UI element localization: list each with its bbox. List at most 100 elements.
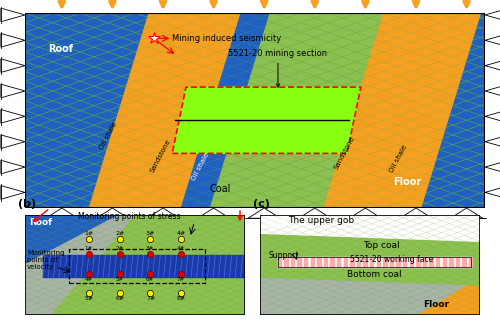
Text: 7#: 7# (146, 296, 155, 301)
Polygon shape (108, 13, 430, 208)
Polygon shape (46, 208, 78, 218)
Text: Bottom coal: Bottom coal (347, 270, 402, 279)
Bar (430, 257, 432, 267)
Bar (376, 257, 380, 267)
Polygon shape (374, 13, 480, 208)
Bar (304, 257, 308, 267)
Polygon shape (485, 110, 500, 123)
Text: 6#: 6# (115, 296, 124, 301)
Polygon shape (1, 186, 25, 199)
Text: 3#: 3# (146, 231, 155, 236)
Bar (291, 257, 294, 267)
Text: Mining induced seismicity: Mining induced seismicity (172, 34, 282, 43)
Polygon shape (485, 84, 500, 98)
Bar (383, 257, 386, 267)
Bar (317, 257, 320, 267)
Bar (403, 257, 406, 267)
Polygon shape (350, 208, 382, 218)
Text: Monitoring
points of
velocity: Monitoring points of velocity (27, 250, 64, 270)
Bar (423, 257, 426, 267)
Text: 5#: 5# (84, 296, 94, 301)
Polygon shape (52, 214, 245, 315)
Polygon shape (485, 33, 500, 47)
Text: Roof: Roof (30, 217, 52, 227)
Text: Roof: Roof (264, 220, 287, 228)
Text: 4#: 4# (177, 231, 186, 236)
Bar (462, 257, 466, 267)
Polygon shape (182, 13, 269, 208)
Text: Sandstone: Sandstone (333, 135, 356, 170)
Bar (390, 257, 393, 267)
Polygon shape (418, 277, 480, 315)
Polygon shape (90, 13, 200, 208)
Text: (b): (b) (18, 200, 36, 209)
Polygon shape (172, 87, 361, 153)
Text: 8#: 8# (177, 296, 186, 301)
Text: 5521-20 mining section: 5521-20 mining section (228, 49, 328, 87)
Polygon shape (96, 208, 128, 218)
Bar (449, 257, 452, 267)
Bar (410, 257, 413, 267)
Bar (298, 257, 300, 267)
Text: 2#: 2# (115, 231, 124, 236)
Bar (442, 257, 446, 267)
Text: (c): (c) (254, 200, 270, 209)
Polygon shape (260, 214, 322, 253)
Bar (370, 257, 374, 267)
Polygon shape (400, 208, 432, 218)
Bar (364, 257, 366, 267)
Polygon shape (260, 214, 480, 243)
Polygon shape (198, 208, 230, 218)
Bar (416, 257, 420, 267)
Bar (278, 257, 471, 267)
Bar (278, 257, 471, 267)
Text: Oil shale: Oil shale (190, 152, 210, 182)
Bar (350, 257, 354, 267)
Bar (337, 257, 340, 267)
Bar (324, 257, 327, 267)
Text: 5#: 5# (115, 277, 124, 282)
Bar (469, 257, 472, 267)
Text: The upper gob: The upper gob (288, 215, 354, 225)
Polygon shape (147, 208, 179, 218)
Text: Sandstone: Sandstone (149, 138, 172, 174)
Text: Top coal: Top coal (362, 241, 400, 250)
Polygon shape (140, 13, 241, 208)
Text: Roof: Roof (48, 44, 73, 54)
Text: 4#: 4# (84, 277, 92, 282)
Text: Monitoring points of stress: Monitoring points of stress (78, 212, 180, 221)
Polygon shape (485, 186, 500, 199)
Polygon shape (248, 208, 280, 218)
Polygon shape (298, 208, 331, 218)
Text: Floor: Floor (423, 300, 449, 309)
Bar (278, 257, 281, 267)
Polygon shape (485, 160, 500, 174)
Polygon shape (1, 135, 25, 149)
Text: 4#: 4# (177, 246, 185, 251)
Text: 1#: 1# (84, 246, 92, 251)
Polygon shape (1, 8, 25, 22)
Polygon shape (450, 208, 482, 218)
Polygon shape (1, 160, 25, 174)
Text: 7#: 7# (177, 277, 185, 282)
Bar (42, 255, 245, 277)
Bar (344, 257, 347, 267)
Bar (69, 249, 205, 283)
Polygon shape (1, 84, 25, 98)
Text: Coal: Coal (209, 184, 231, 194)
Text: 6#: 6# (146, 277, 154, 282)
Text: Oil shale: Oil shale (98, 121, 118, 150)
Bar (436, 257, 440, 267)
Polygon shape (260, 235, 480, 285)
Polygon shape (25, 214, 118, 263)
Polygon shape (324, 13, 434, 208)
Text: 5521-20 working face: 5521-20 working face (350, 255, 434, 264)
Bar (330, 257, 334, 267)
Text: Floor: Floor (393, 176, 422, 187)
Text: Oil shale: Oil shale (388, 144, 408, 174)
Polygon shape (485, 135, 500, 149)
Text: 2#: 2# (115, 246, 124, 251)
Polygon shape (485, 59, 500, 72)
Polygon shape (1, 33, 25, 47)
Bar (357, 257, 360, 267)
